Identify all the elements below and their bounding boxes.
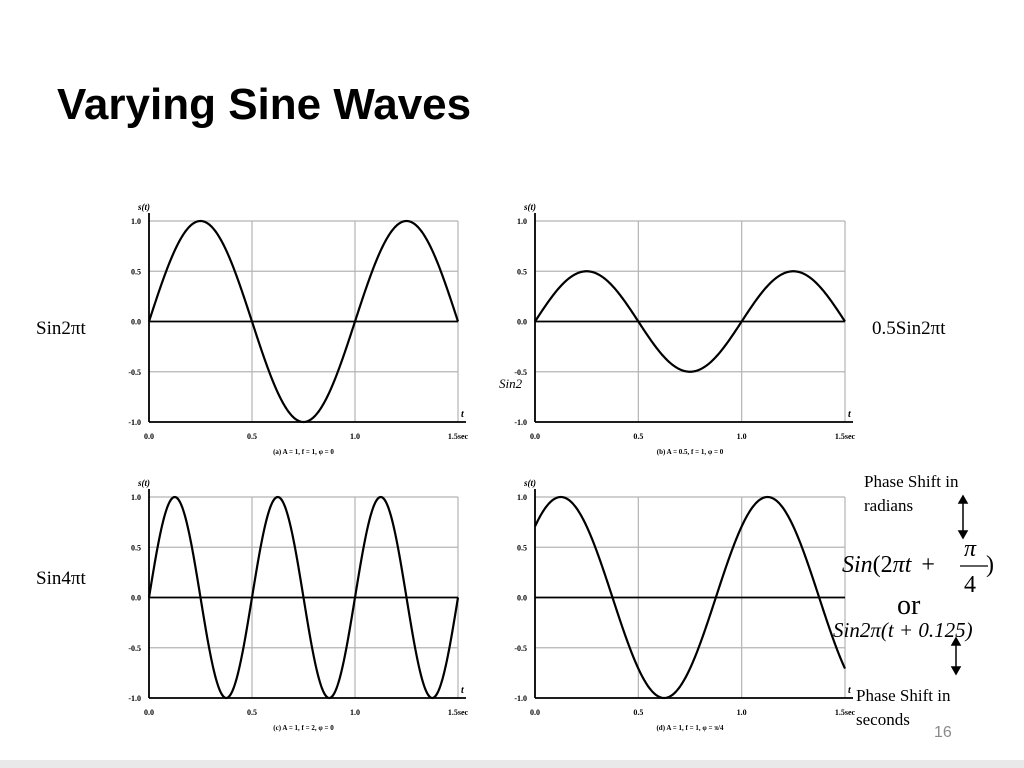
label-chart-a: Sin2πt — [36, 318, 86, 339]
x-tick-label: 1.5sec — [835, 432, 856, 441]
eq1-open: (2 — [872, 552, 893, 578]
y-tick-label: 1.0 — [517, 493, 527, 502]
chart-b: 1.00.50.0-0.5-1.00.0 0.5 1.0 1.5secs(t)t(b)… — [514, 202, 855, 456]
sine-series — [147, 495, 460, 700]
x-axis-label: t — [461, 409, 465, 420]
x-tick-label: 0.5 — [633, 432, 643, 441]
equation-seconds: Sin2π(t + 0.125) — [833, 618, 973, 642]
eq1-close: ) — [986, 552, 994, 578]
y-tick-label: 0.5 — [517, 267, 527, 276]
y-tick-label: 0.0 — [517, 594, 527, 603]
label-chart-b: 0.5Sin2πt — [872, 318, 946, 339]
chart-caption: (b) A = 0.5, f = 1, φ = 0 — [657, 448, 724, 456]
y-tick-label: -1.0 — [128, 694, 141, 703]
chart-caption: (d) A = 1, f = 1, φ = π/4 — [656, 724, 724, 732]
label-chart-c: Sin4πt — [36, 568, 86, 589]
y-tick-label: -0.5 — [514, 368, 527, 377]
x-tick-label: 1.5sec — [448, 708, 469, 717]
x-tick-label: 0.5 — [633, 708, 643, 717]
eq1-t: t — [904, 552, 912, 578]
x-tick-label: 0.0 — [144, 708, 154, 717]
phase-seconds-arrow — [950, 636, 962, 676]
x-axis-label: t — [461, 685, 465, 696]
chart-caption: (c) A = 1, f = 2, φ = 0 — [273, 724, 334, 732]
x-tick-label: 1.0 — [350, 708, 360, 717]
x-tick-label: 1.0 — [737, 708, 747, 717]
x-tick-label: 0.0 — [144, 432, 154, 441]
x-axis-label: t — [848, 685, 852, 696]
y-tick-label: 0.5 — [131, 543, 141, 552]
equation-radians: Sin(2πt + — [842, 552, 935, 579]
y-axis-label: s(t) — [137, 478, 150, 488]
phase-seconds-line1: Phase Shift in — [856, 686, 951, 705]
phase-shift-radians-note: Phase Shift in radians — [864, 470, 958, 518]
y-tick-label: -1.0 — [128, 418, 141, 427]
phase-seconds-line2: seconds — [856, 710, 910, 729]
y-tick-label: 0.0 — [131, 594, 141, 603]
y-tick-label: -1.0 — [514, 418, 527, 427]
eq1-pi: π — [892, 552, 905, 578]
y-tick-label: 1.0 — [517, 217, 527, 226]
x-tick-label: 1.5sec — [835, 708, 856, 717]
sine-series — [147, 219, 460, 424]
y-tick-label: 0.0 — [517, 318, 527, 327]
sine-series — [534, 495, 847, 700]
eq1-plus: + — [921, 552, 935, 578]
or-text: or — [897, 590, 921, 621]
y-axis-label: s(t) — [523, 202, 536, 212]
slide-title: Varying Sine Waves — [57, 80, 472, 129]
x-tick-label: 0.5 — [247, 432, 257, 441]
x-tick-label: 1.0 — [737, 432, 747, 441]
y-tick-label: 1.0 — [131, 493, 141, 502]
x-tick-label: 1.5sec — [448, 432, 469, 441]
x-tick-label: 0.0 — [530, 432, 540, 441]
chart-a: 1.00.50.0-0.5-1.00.0 0.5 1.0 1.5secs(t)t(a)… — [128, 202, 468, 456]
y-tick-label: 1.0 — [131, 217, 141, 226]
phase-radians-line2: radians — [864, 496, 914, 515]
y-tick-label: -0.5 — [128, 644, 141, 653]
page-number: 16 — [934, 724, 952, 741]
y-tick-label: -0.5 — [128, 368, 141, 377]
chart-caption: (a) A = 1, f = 1, φ = 0 — [273, 448, 334, 456]
y-tick-label: 0.0 — [131, 318, 141, 327]
eq1-denominator: 4 — [964, 572, 976, 598]
y-tick-label: 0.5 — [517, 543, 527, 552]
phase-radians-arrow — [957, 494, 969, 540]
sine-series — [534, 270, 846, 373]
y-tick-label: 0.5 — [131, 267, 141, 276]
x-tick-label: 1.0 — [350, 432, 360, 441]
phase-radians-line1: Phase Shift in — [864, 472, 959, 491]
x-tick-label: 0.5 — [247, 708, 257, 717]
bottom-rule — [0, 760, 1024, 768]
phase-shift-seconds-note: Phase Shift in seconds — [856, 684, 950, 732]
chart-d: 1.00.50.0-0.5-1.00.0 0.5 1.0 1.5secs(t)t(d)… — [514, 478, 855, 732]
y-tick-label: -0.5 — [514, 644, 527, 653]
y-axis-label: s(t) — [523, 478, 536, 488]
y-axis-label: s(t) — [137, 202, 150, 212]
x-axis-label: t — [848, 409, 852, 420]
eq1-sin: Sin — [842, 552, 873, 578]
x-tick-label: 0.0 — [530, 708, 540, 717]
chart-c: 1.00.50.0-0.5-1.00.0 0.5 1.0 1.5secs(t)t(c)… — [128, 478, 468, 732]
eq1-numerator: π — [964, 536, 977, 562]
stray-label-b: Sin2 — [499, 376, 523, 391]
y-tick-label: -1.0 — [514, 694, 527, 703]
